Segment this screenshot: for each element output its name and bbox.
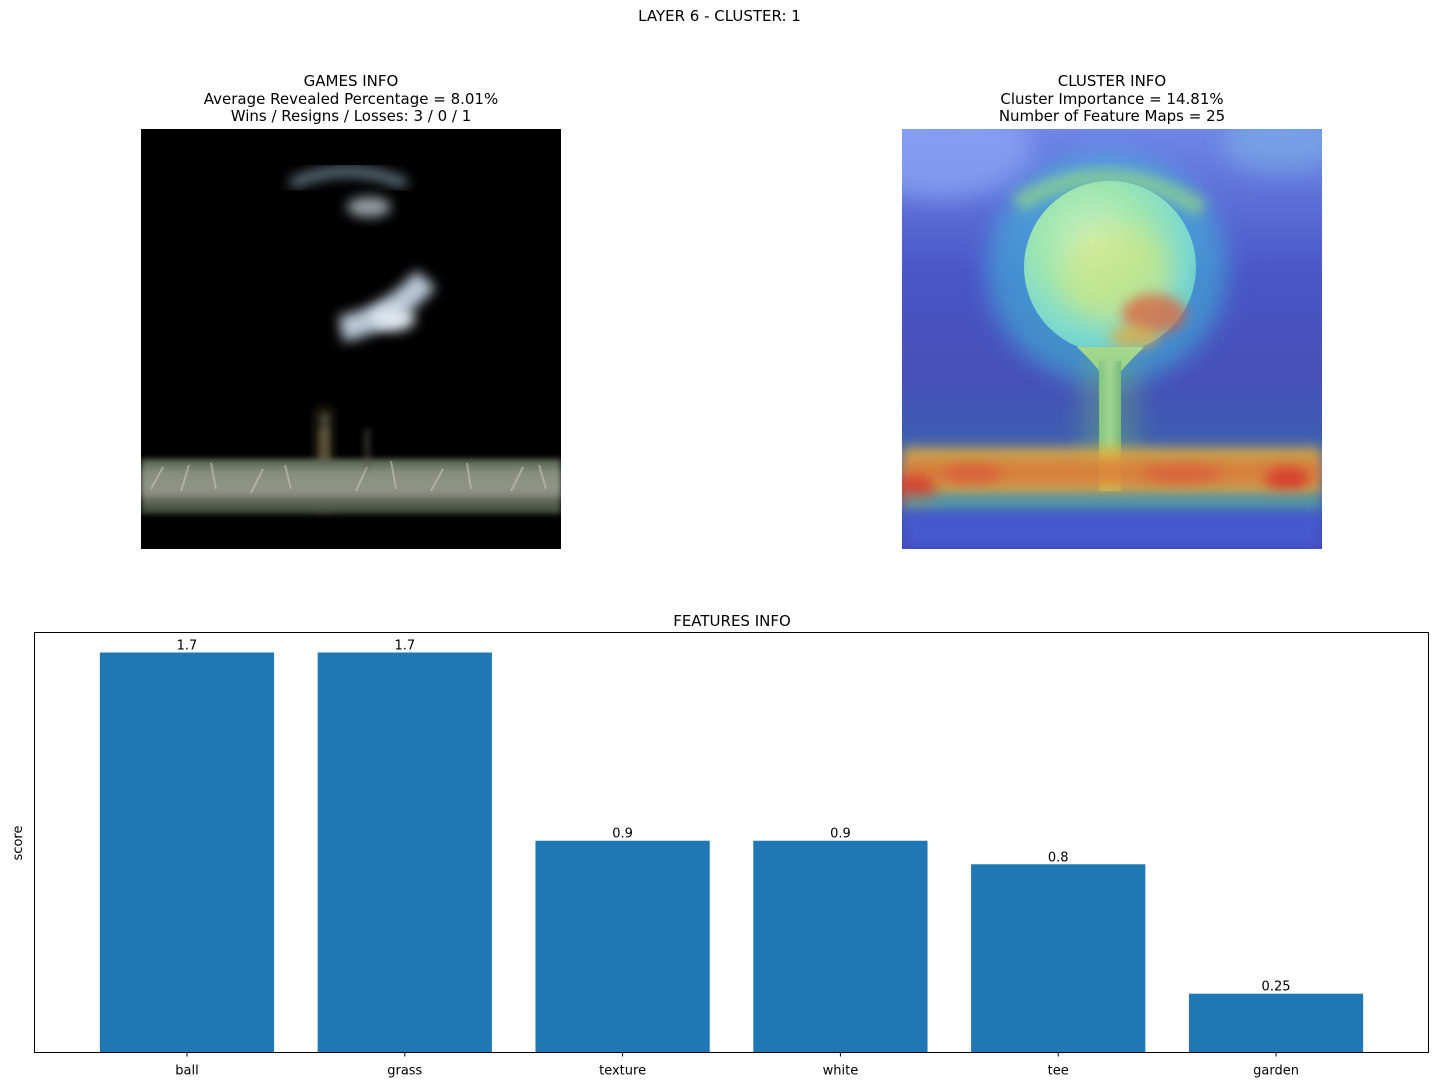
bar-grass [317, 652, 492, 1053]
bar-ball [99, 652, 275, 1053]
x-ticks: ball grass texture white tee garden [175, 1052, 1299, 1079]
chart-title: FEATURES INFO [673, 612, 791, 630]
bar-texture [535, 840, 710, 1053]
x-tick-label: texture [599, 1064, 646, 1079]
cluster-heatmap-image [902, 129, 1322, 549]
value-label: 0.25 [1262, 980, 1291, 995]
value-label: 0.9 [612, 827, 633, 842]
cluster-info-heading: CLUSTER INFO [1057, 72, 1167, 90]
games-info-title: GAMES INFO Average Revealed Percentage =… [141, 72, 561, 126]
x-tick-label: white [823, 1064, 859, 1079]
wins-resigns-losses-text: Wins / Resigns / Losses: 3 / 0 / 1 [230, 107, 472, 125]
cluster-info-title: CLUSTER INFO Cluster Importance = 14.81%… [902, 72, 1322, 126]
value-labels: 1.7 1.7 0.9 0.9 0.8 0.25 [177, 639, 1291, 995]
value-label: 1.7 [394, 639, 415, 654]
value-label: 0.8 [1048, 850, 1069, 865]
figure-title: LAYER 6 - CLUSTER: 1 [638, 7, 801, 25]
bar-white [753, 840, 928, 1053]
games-info-heading: GAMES INFO [303, 72, 399, 90]
x-tick-label: tee [1048, 1064, 1069, 1079]
y-axis-label: score [11, 826, 26, 861]
value-label: 0.9 [830, 827, 851, 842]
x-tick-label: garden [1253, 1064, 1299, 1079]
revealed-image [141, 129, 561, 549]
x-tick-label: ball [175, 1064, 198, 1079]
axes-frame [34, 632, 1429, 1053]
bar-garden [1188, 993, 1364, 1053]
cluster-importance-text: Cluster Importance = 14.81% [1000, 89, 1224, 108]
revealed-percentage-text: Average Revealed Percentage = 8.01% [203, 89, 499, 108]
bars-layer [99, 652, 1364, 1053]
x-tick-label: grass [387, 1064, 422, 1079]
feature-maps-count-text: Number of Feature Maps = 25 [998, 107, 1226, 125]
value-label: 1.7 [177, 639, 198, 654]
bar-tee [971, 864, 1146, 1053]
